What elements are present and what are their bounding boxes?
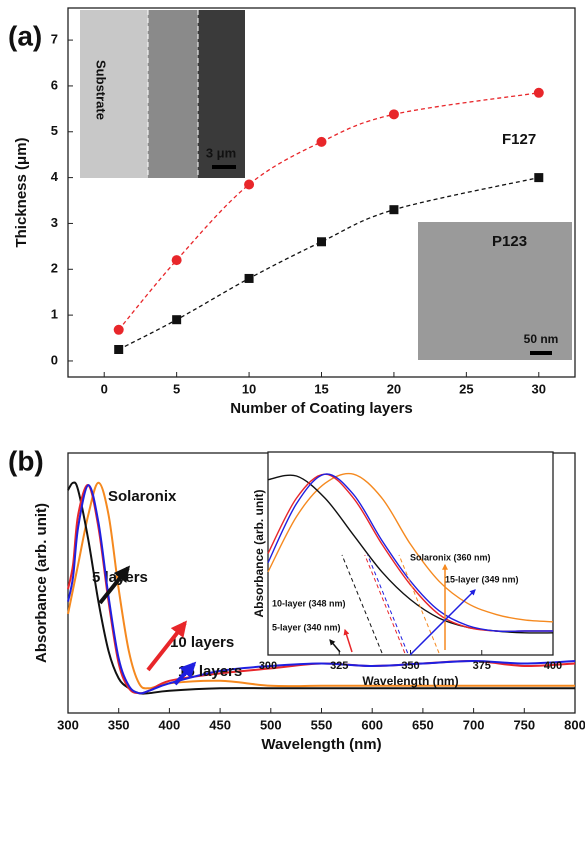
x-axis-label: Number of Coating layers	[230, 400, 413, 417]
x-tick-label: 0	[101, 381, 108, 396]
spectrum-line	[67, 484, 576, 695]
tangent-line	[364, 554, 406, 654]
data-point	[172, 315, 182, 325]
annotation: 15-layer (349 nm)	[445, 574, 519, 584]
arrow	[409, 589, 476, 656]
x-tick-label: 15	[314, 381, 328, 396]
x-tick-label: 400	[159, 717, 181, 732]
series-label: Solaronix	[108, 488, 177, 505]
annotation: 10-layer (348 nm)	[272, 598, 346, 608]
y-tick-label: 3	[51, 215, 58, 230]
series-label: F127	[502, 131, 536, 148]
panel-label: (a)	[8, 20, 42, 51]
y-axis-label: Absorbance (arb. unit)	[33, 503, 50, 663]
x-tick-label: 5	[173, 381, 180, 396]
x-tick-label: 700	[463, 717, 485, 732]
x-tick-label: 750	[513, 717, 535, 732]
y-tick-label: 1	[51, 307, 58, 322]
y-tick-label: 6	[51, 77, 58, 92]
spectrum-line	[67, 481, 575, 695]
y-tick-label: 7	[51, 32, 58, 47]
x-tick-label: 500	[260, 717, 282, 732]
fit-curve	[118, 92, 539, 331]
x-tick-label: 350	[108, 717, 130, 732]
x-tick-label: 300	[259, 660, 277, 672]
data-point	[316, 136, 327, 147]
data-point	[171, 255, 182, 266]
data-point	[114, 344, 124, 354]
arrow	[329, 639, 341, 653]
scale-label: 50 nm	[524, 332, 559, 346]
data-point	[533, 87, 544, 98]
arrow	[98, 565, 130, 605]
panel-label: (b)	[8, 445, 44, 476]
y-axis-label: Absorbance (arb. unit)	[252, 489, 266, 617]
sem-film	[198, 10, 245, 178]
x-tick-label: 400	[544, 660, 562, 672]
y-tick-label: 5	[51, 123, 58, 138]
x-tick-label: 650	[412, 717, 434, 732]
arrow	[343, 628, 353, 653]
data-point	[244, 179, 255, 190]
x-tick-label: 600	[361, 717, 383, 732]
data-point	[244, 273, 254, 283]
x-tick-label: 350	[401, 660, 419, 672]
x-tick-label: 800	[564, 717, 585, 732]
x-tick-label: 10	[242, 381, 256, 396]
x-axis-label: Wavelength (nm)	[362, 674, 458, 688]
x-tick-label: 25	[459, 381, 473, 396]
inset-label: Substrate	[94, 60, 109, 120]
x-tick-label: 30	[532, 381, 546, 396]
plot-frame	[267, 451, 554, 656]
spectrum-line	[67, 481, 575, 690]
data-point	[113, 324, 124, 335]
x-tick-label: 450	[209, 717, 231, 732]
sem-inset-surface	[418, 222, 572, 360]
x-tick-label: 20	[387, 381, 401, 396]
data-point	[388, 109, 399, 120]
x-tick-label: 375	[473, 660, 491, 672]
tangent-line	[398, 554, 440, 654]
y-tick-label: 2	[51, 261, 58, 276]
x-axis-label: Wavelength (nm)	[261, 736, 381, 753]
sem-substrate	[80, 10, 148, 178]
tangent-line	[341, 554, 383, 654]
annotation: 5-layer (340 nm)	[272, 622, 341, 632]
x-tick-label: 300	[57, 717, 79, 732]
series-label: 10 layers	[170, 634, 234, 651]
x-tick-label: 325	[330, 660, 348, 672]
arrow	[173, 661, 197, 686]
x-tick-label: 550	[311, 717, 333, 732]
y-axis-label: Thickness (μm)	[13, 137, 30, 247]
scale-label: 3 μm	[206, 145, 236, 160]
y-tick-label: 0	[51, 352, 58, 367]
data-point	[317, 237, 326, 247]
tangent-line	[367, 554, 409, 654]
spectrum-line	[267, 473, 553, 633]
data-point	[389, 205, 399, 215]
y-tick-label: 4	[51, 169, 59, 184]
data-point	[534, 173, 544, 183]
annotation: Solaronix (360 nm)	[410, 552, 491, 562]
series-label: P123	[492, 233, 527, 250]
arrow	[146, 620, 187, 672]
